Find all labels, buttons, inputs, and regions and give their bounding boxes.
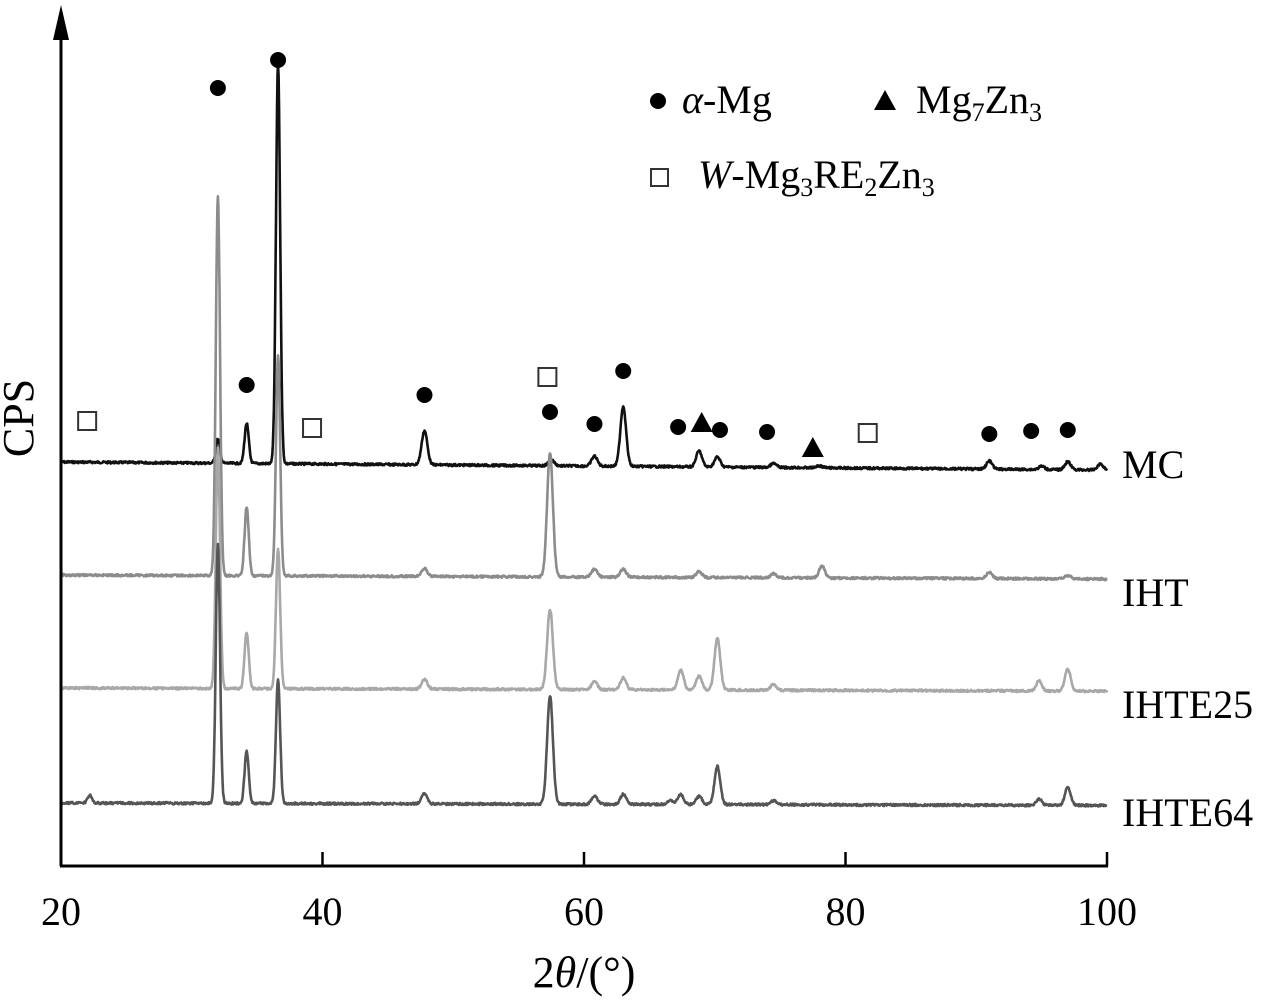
series-label-iht: IHT	[1122, 570, 1189, 615]
w-phase-marker	[302, 418, 323, 438]
series-label-ihte25: IHTE25	[1122, 682, 1253, 727]
x-tick-layer: 20 40 60 80 100	[41, 852, 1137, 934]
legend: α-Mg Mg7Zn3 W-Mg3RE2Zn3	[650, 77, 1042, 202]
series-label-mc: MC	[1122, 442, 1184, 487]
legend-label-alpha-mg: α-Mg	[682, 77, 772, 122]
legend-square-icon	[650, 168, 669, 187]
alpha-mg-marker	[615, 363, 632, 379]
alpha-mg-marker	[1023, 423, 1040, 439]
y-axis-title: CPS	[0, 379, 43, 457]
alpha-mg-marker	[759, 424, 776, 440]
x-tick-label: 80	[826, 889, 866, 934]
legend-label-mg7zn3: Mg7Zn3	[916, 77, 1042, 127]
phase-marker-layer	[77, 52, 1076, 457]
x-tick-label: 40	[303, 889, 343, 934]
mg7zn3-marker	[690, 412, 713, 432]
x-axis-title: 2θ/(°)	[533, 948, 636, 997]
series-line-iht	[60, 195, 1108, 582]
x-tick-label: 60	[564, 889, 604, 934]
mg7zn3-marker	[801, 437, 824, 457]
x-tick-label: 20	[41, 889, 81, 934]
legend-triangle-icon	[874, 90, 896, 110]
alpha-mg-marker	[711, 422, 728, 438]
y-axis-arrow	[53, 5, 69, 40]
series-layer	[59, 63, 1109, 808]
alpha-mg-marker	[270, 52, 287, 68]
alpha-mg-marker	[238, 377, 255, 393]
x-tick-label: 100	[1077, 889, 1137, 934]
series-line-mc	[60, 63, 1109, 473]
w-phase-marker	[537, 367, 558, 387]
alpha-mg-marker	[670, 419, 687, 435]
w-phase-marker	[77, 411, 98, 431]
alpha-mg-marker	[209, 80, 226, 96]
alpha-mg-marker	[416, 387, 433, 403]
w-phase-marker	[857, 423, 878, 443]
alpha-mg-marker	[1059, 422, 1076, 438]
alpha-mg-marker	[542, 404, 559, 420]
series-line-ihte64	[59, 542, 1108, 808]
series-label-layer: MC IHT IHTE25 IHTE64	[1122, 442, 1253, 835]
legend-label-w-phase: W-Mg3RE2Zn3	[698, 152, 935, 202]
alpha-mg-marker	[981, 426, 998, 442]
series-line-ihte25	[60, 446, 1109, 694]
legend-circle-icon	[650, 93, 666, 109]
series-label-ihte64: IHTE64	[1122, 790, 1253, 835]
alpha-mg-marker	[586, 416, 603, 432]
